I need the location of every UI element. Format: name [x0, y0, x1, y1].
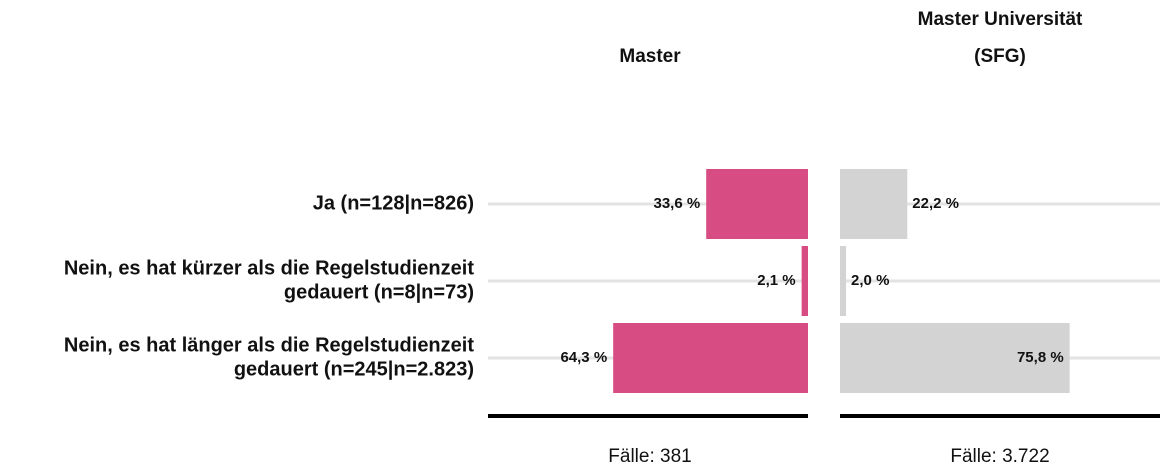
- bar: [840, 323, 1070, 393]
- bar: [840, 246, 847, 316]
- category-label: Ja (n=128|n=826): [313, 192, 474, 214]
- value-label: 22,2 %: [912, 195, 959, 212]
- bar: [801, 246, 808, 316]
- cases-label: Fälle: 3.722: [950, 446, 1049, 467]
- bar: [613, 323, 808, 393]
- value-label: 75,8 %: [1017, 349, 1064, 366]
- panel-title: Master Universität: [918, 9, 1083, 30]
- bar: [840, 169, 908, 239]
- value-label: 2,0 %: [851, 272, 889, 289]
- category-label: Nein, es hat länger als die Regelstudien…: [64, 334, 474, 356]
- bar: [706, 169, 808, 239]
- value-label: 64,3 %: [560, 349, 607, 366]
- cases-label: Fälle: 381: [608, 446, 691, 467]
- category-label: Nein, es hat kürzer als die Regelstudien…: [64, 257, 474, 279]
- panel-title: Master: [619, 46, 681, 67]
- category-label: gedauert (n=245|n=2.823): [234, 358, 474, 380]
- value-label: 33,6 %: [653, 195, 700, 212]
- category-label: gedauert (n=8|n=73): [284, 281, 474, 303]
- value-label: 2,1 %: [757, 272, 795, 289]
- panel-title: (SFG): [974, 46, 1026, 67]
